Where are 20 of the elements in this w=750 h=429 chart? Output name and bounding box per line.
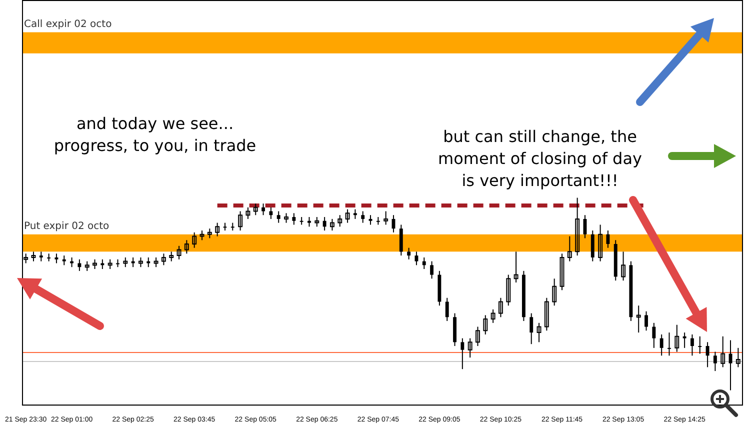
candlestick — [636, 306, 641, 333]
candlestick — [698, 336, 702, 354]
candlestick — [483, 315, 488, 334]
text: but can still change, the moment of closing of day is very important!!! — [438, 127, 642, 190]
candlestick — [575, 198, 580, 256]
band-label: Put expir 02 octo — [24, 220, 110, 232]
candlestick — [506, 274, 511, 306]
candlestick — [674, 324, 680, 352]
candlestick — [621, 252, 626, 281]
candlestick — [47, 254, 51, 262]
text: and today we see... progress, to you, in trade — [54, 114, 256, 156]
candlestick — [560, 254, 564, 290]
candlestick — [567, 236, 572, 262]
candlestick — [514, 252, 518, 282]
candlestick — [668, 332, 671, 356]
candlestick — [552, 278, 557, 306]
candlestick — [598, 224, 603, 262]
band-label: Call expir 02 octo — [24, 18, 112, 30]
candlestick — [544, 298, 549, 331]
candlestick — [720, 336, 726, 368]
